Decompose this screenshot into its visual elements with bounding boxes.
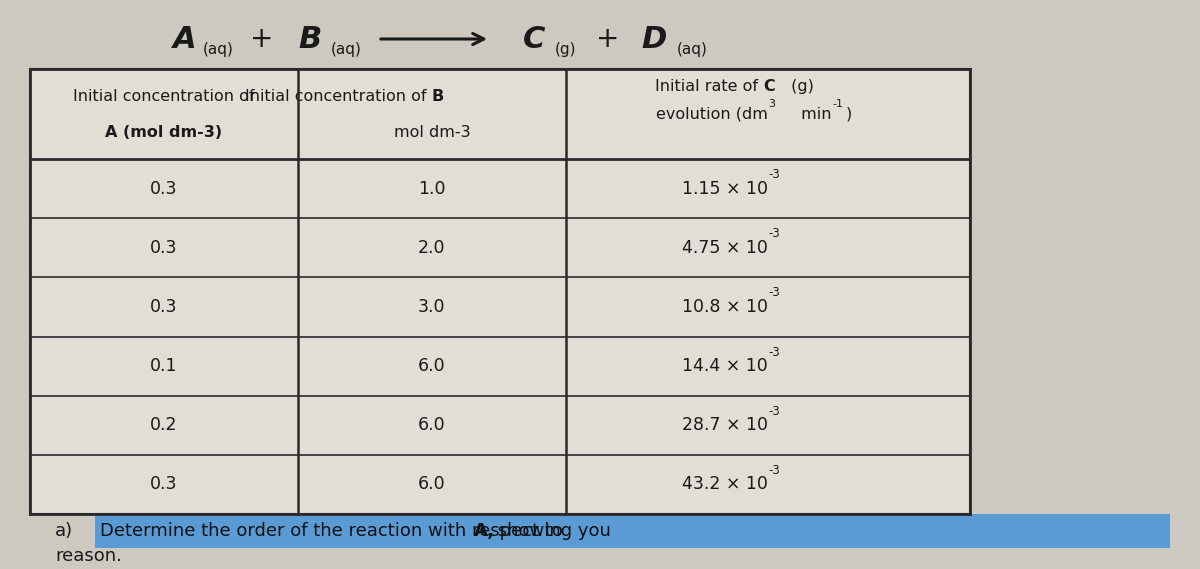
Text: 28.7 × 10: 28.7 × 10 (682, 417, 768, 434)
Text: -3: -3 (768, 464, 780, 477)
Bar (30, 69, 970, 514)
Text: 1.15 × 10: 1.15 × 10 (682, 180, 768, 197)
Text: evolution (dm: evolution (dm (656, 106, 768, 122)
Text: -3: -3 (768, 227, 780, 240)
Text: Initial rate of: Initial rate of (655, 79, 763, 93)
Text: a): a) (55, 522, 73, 540)
Text: 0.3: 0.3 (150, 476, 178, 493)
Text: 3: 3 (768, 99, 775, 109)
Text: showing you: showing you (492, 522, 611, 540)
Text: +: + (251, 25, 274, 53)
Text: -3: -3 (768, 286, 780, 299)
Text: reason.: reason. (55, 547, 122, 565)
Text: C: C (763, 79, 775, 93)
Text: (g): (g) (786, 79, 814, 93)
Text: 2.0: 2.0 (418, 239, 445, 257)
Text: 0.3: 0.3 (150, 298, 178, 316)
Text: -1: -1 (833, 99, 844, 109)
Text: C: C (523, 24, 545, 53)
Bar (95, 514, 1170, 548)
Text: B: B (432, 89, 444, 104)
Text: 43.2 × 10: 43.2 × 10 (682, 476, 768, 493)
Text: mol dm-3: mol dm-3 (394, 125, 470, 139)
Text: Initial concentration of: Initial concentration of (73, 89, 254, 104)
Text: 0.3: 0.3 (150, 180, 178, 197)
Text: Initial concentration of: Initial concentration of (245, 89, 432, 104)
Text: D: D (641, 24, 667, 53)
Text: -3: -3 (768, 168, 780, 181)
Text: 6.0: 6.0 (418, 476, 445, 493)
Text: 0.1: 0.1 (150, 357, 178, 375)
Text: 4.75 × 10: 4.75 × 10 (682, 239, 768, 257)
Text: 1.0: 1.0 (418, 180, 445, 197)
Text: +: + (596, 25, 619, 53)
Text: 14.4 × 10: 14.4 × 10 (682, 357, 768, 375)
Text: 6.0: 6.0 (418, 417, 445, 434)
Text: B: B (299, 24, 322, 53)
Text: 0.2: 0.2 (150, 417, 178, 434)
Text: -3: -3 (768, 345, 780, 358)
Text: Determine the order of the reaction with respect to: Determine the order of the reaction with… (100, 522, 569, 540)
Text: A,: A, (474, 522, 496, 540)
Text: ): ) (846, 106, 852, 122)
Text: 0.3: 0.3 (150, 239, 178, 257)
Text: (g): (g) (554, 42, 576, 56)
Text: min: min (796, 106, 832, 122)
Text: (aq): (aq) (677, 42, 708, 56)
Text: (aq): (aq) (330, 42, 361, 56)
Text: A (mol dm-3): A (mol dm-3) (106, 125, 222, 139)
Text: (aq): (aq) (203, 42, 234, 56)
Text: 3.0: 3.0 (418, 298, 445, 316)
Text: 10.8 × 10: 10.8 × 10 (682, 298, 768, 316)
Text: 6.0: 6.0 (418, 357, 445, 375)
Text: A: A (173, 24, 197, 53)
Text: -3: -3 (768, 405, 780, 418)
